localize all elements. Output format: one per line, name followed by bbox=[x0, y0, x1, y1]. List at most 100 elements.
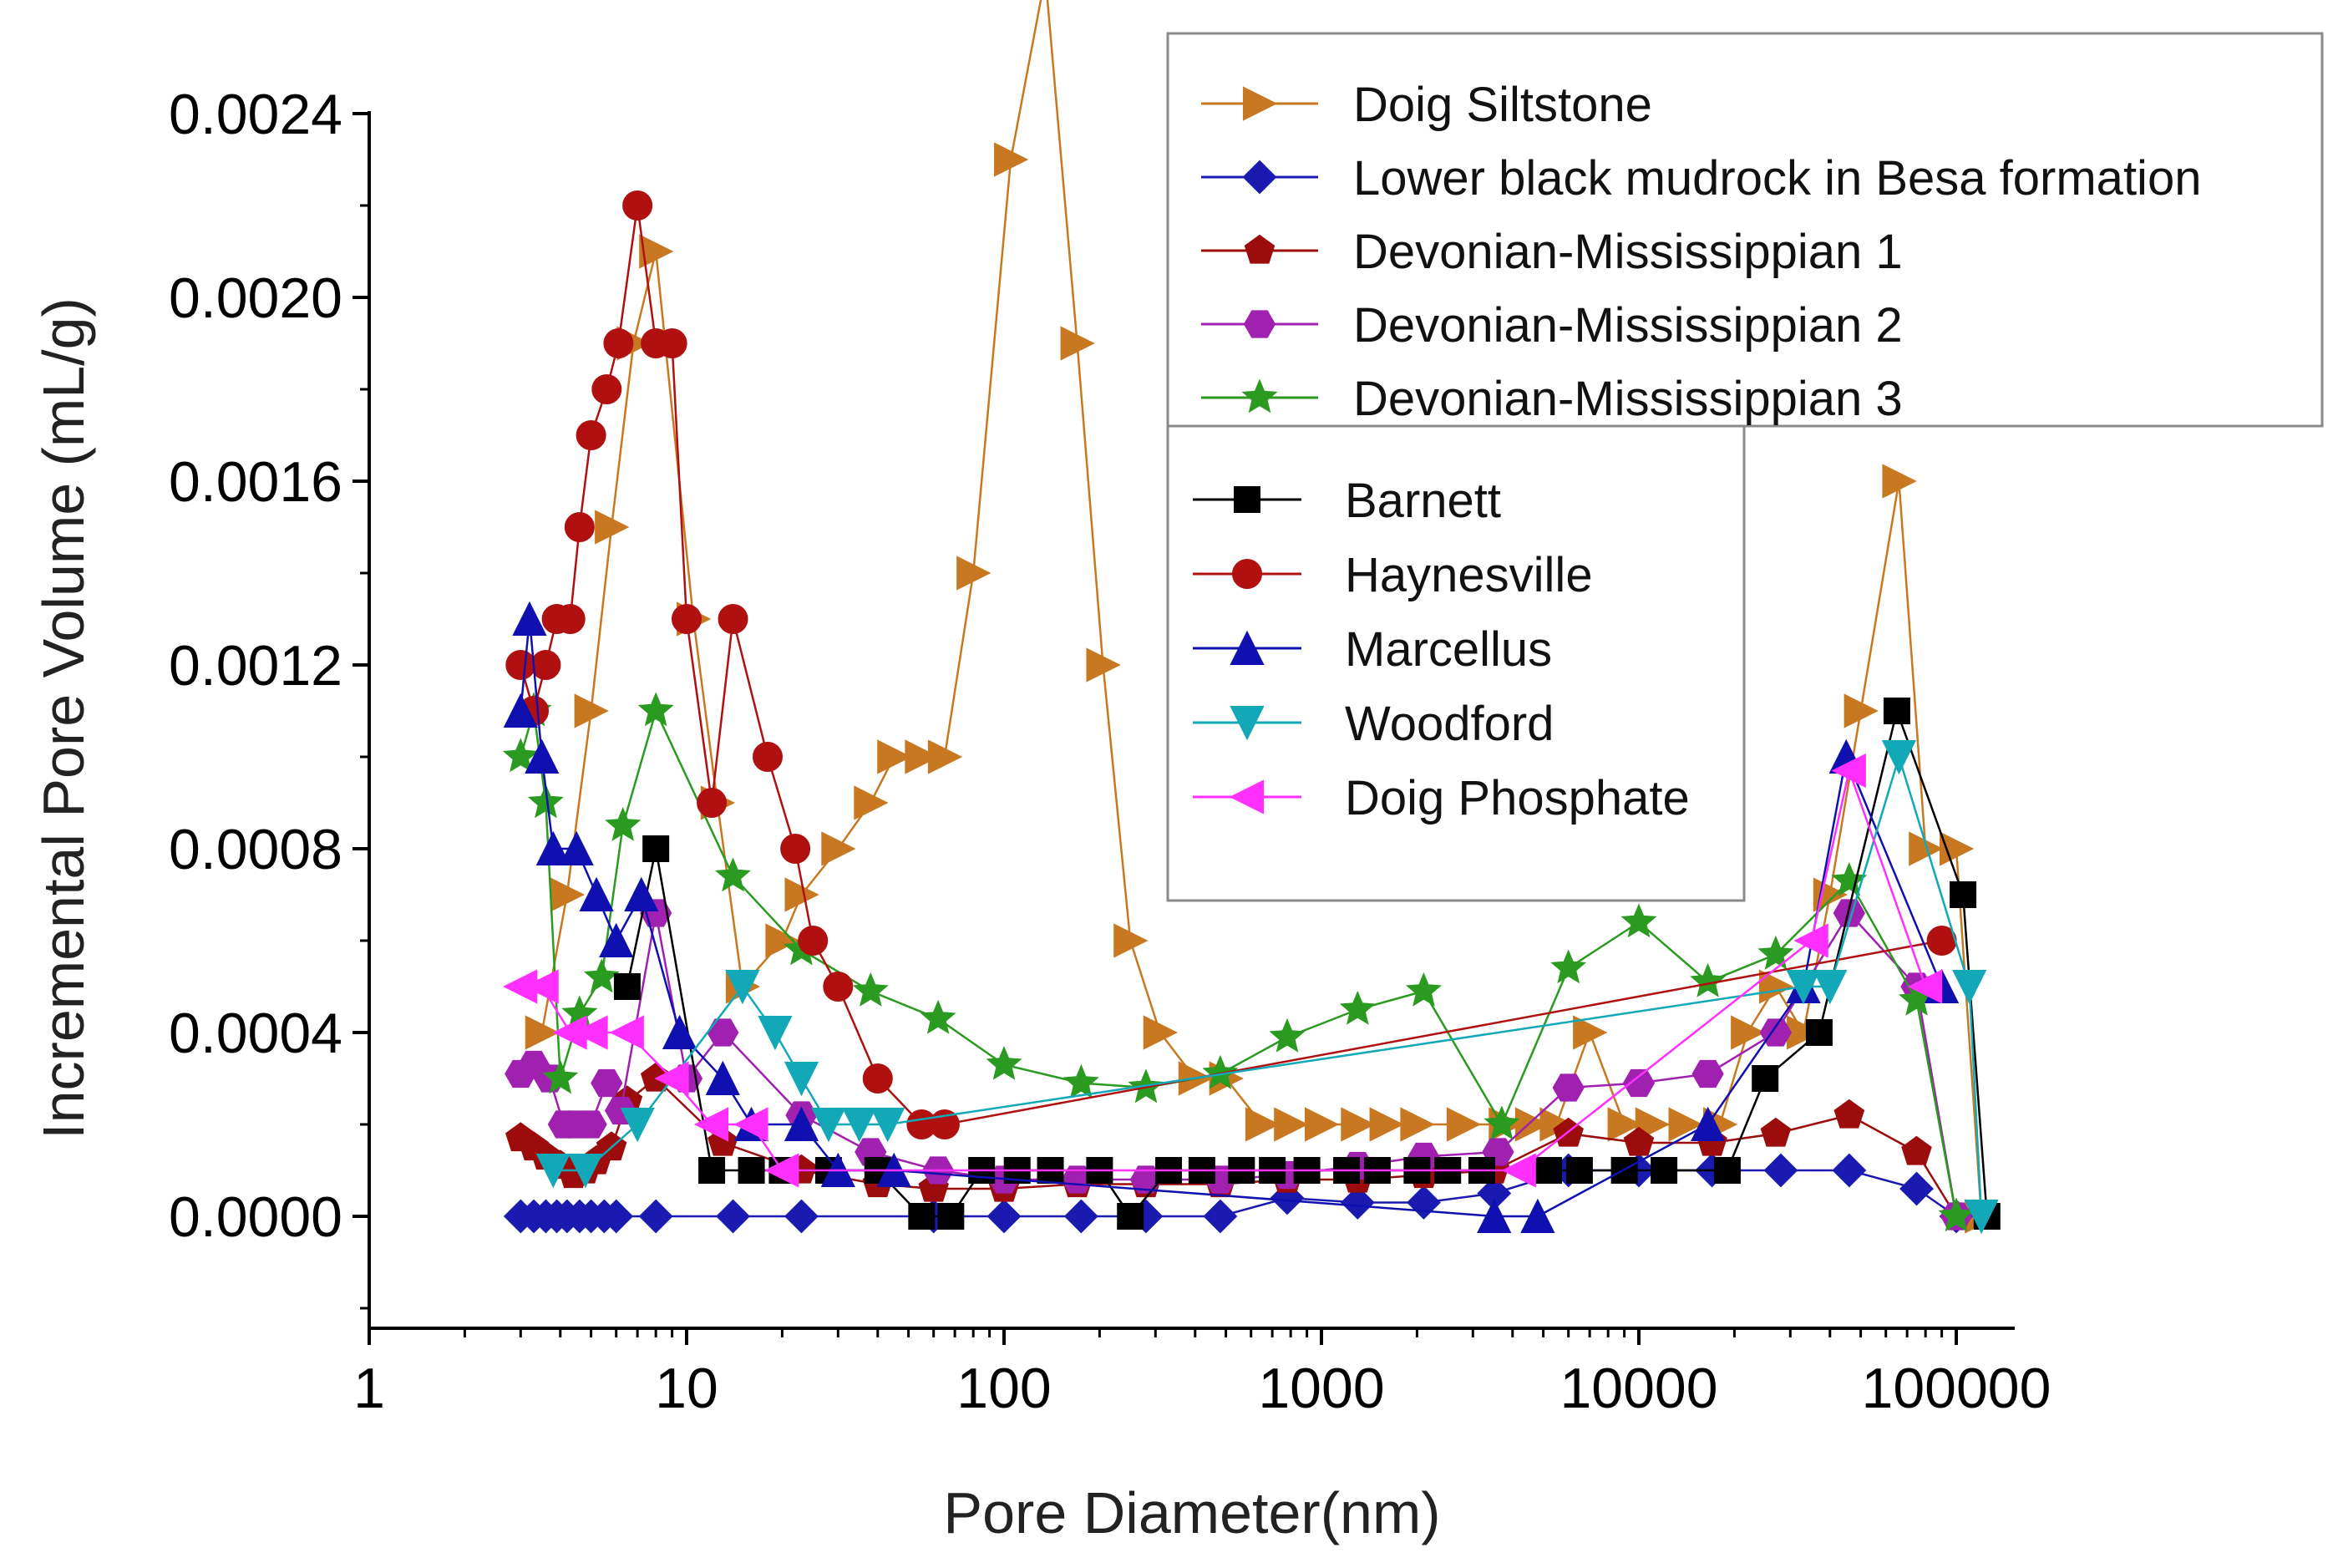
data-point-devonian-mississippian-3 bbox=[1690, 962, 1727, 997]
data-point-haynesville bbox=[564, 512, 595, 542]
data-point-doig-siltstone bbox=[927, 739, 963, 774]
x-tick-label: 1 bbox=[353, 1357, 385, 1420]
data-point-devonian-mississippian-2 bbox=[1622, 1068, 1656, 1098]
data-point-woodford bbox=[1786, 970, 1821, 1005]
legend-entry-devonian-mississippian-1: Devonian-Mississippian 1 bbox=[1201, 225, 1903, 279]
y-tick-label: 0.0024 bbox=[169, 83, 342, 146]
series-woodford bbox=[535, 740, 1999, 1235]
y-tick-label: 0.0004 bbox=[169, 1002, 342, 1065]
data-point-haynesville bbox=[823, 972, 854, 1002]
legend-marker-marcellus bbox=[1230, 630, 1265, 665]
data-point-barnett bbox=[738, 1157, 765, 1184]
data-point-haynesville bbox=[530, 650, 561, 680]
data-point-haynesville bbox=[603, 328, 634, 358]
data-point-marcellus bbox=[1477, 1198, 1512, 1233]
data-point-marcellus bbox=[512, 601, 547, 636]
legend-label-barnett: Barnett bbox=[1345, 474, 1501, 528]
y-ticks: 0.0000 0.0004 0.0008 0.0012 0.0016 0.0020 0.00… bbox=[169, 83, 369, 1310]
data-point-woodford bbox=[784, 1062, 819, 1097]
data-point-devonian-mississippian-1 bbox=[1833, 1099, 1865, 1129]
data-point-doig-phosphate bbox=[573, 1015, 608, 1050]
legend-label-doig-phosphate: Doig Phosphate bbox=[1345, 771, 1690, 825]
data-point-barnett bbox=[1117, 1203, 1144, 1230]
x-tick-label: 1000 bbox=[1258, 1357, 1384, 1420]
data-point-doig-siltstone bbox=[1400, 1107, 1435, 1142]
data-point-doig-siltstone bbox=[877, 739, 912, 774]
x-axis-title: Pore Diameter(nm) bbox=[943, 1480, 1440, 1545]
legend-marker-barnett bbox=[1234, 486, 1260, 513]
data-point-doig-phosphate bbox=[1907, 969, 1943, 1004]
data-point-barnett bbox=[1805, 1019, 1833, 1046]
data-point-haynesville bbox=[780, 834, 811, 864]
data-point-lower-black-mudrock-in-besa-formation bbox=[784, 1199, 819, 1234]
series-doig-phosphate bbox=[503, 753, 1943, 1188]
legend-marker-woodford bbox=[1230, 706, 1265, 741]
y-tick-label: 0.0020 bbox=[169, 266, 342, 330]
data-point-haynesville bbox=[657, 328, 687, 358]
data-point-doig-siltstone bbox=[905, 739, 940, 774]
data-point-woodford bbox=[842, 1108, 877, 1143]
data-point-devonian-mississippian-2 bbox=[1129, 1165, 1163, 1194]
data-point-devonian-mississippian-1 bbox=[1760, 1117, 1792, 1147]
data-point-lower-black-mudrock-in-besa-formation bbox=[1763, 1153, 1798, 1188]
data-point-haynesville bbox=[576, 420, 606, 450]
data-point-doig-siltstone bbox=[1844, 693, 1879, 728]
series-haynesville bbox=[505, 190, 1957, 1139]
data-point-devonian-mississippian-3 bbox=[527, 784, 564, 819]
data-point-haynesville bbox=[555, 604, 586, 634]
data-point-haynesville bbox=[718, 604, 748, 634]
legend-marker-doig-phosphate bbox=[1229, 779, 1264, 814]
y-tick-label: 0.0000 bbox=[169, 1185, 342, 1249]
legend-entry-haynesville: Haynesville bbox=[1193, 548, 1593, 602]
legend-entry-barnett: Barnett bbox=[1193, 474, 1501, 528]
legend-marker-haynesville bbox=[1232, 559, 1262, 589]
legend-entry-woodford: Woodford bbox=[1193, 697, 1554, 751]
data-point-devonian-mississippian-2 bbox=[575, 1110, 607, 1139]
data-point-doig-siltstone bbox=[1369, 1107, 1404, 1142]
data-point-devonian-mississippian-3 bbox=[637, 692, 674, 727]
data-point-doig-siltstone bbox=[574, 693, 609, 728]
legend-marker-doig-siltstone bbox=[1243, 86, 1278, 121]
data-point-devonian-mississippian-3 bbox=[1483, 1105, 1520, 1140]
legend-marker-lower-black-mudrock-in-besa-formation bbox=[1242, 160, 1277, 195]
legend-marker-devonian-mississippian-2 bbox=[1243, 310, 1276, 338]
data-point-doig-siltstone bbox=[956, 556, 991, 591]
data-point-haynesville bbox=[862, 1063, 893, 1094]
data-point-lower-black-mudrock-in-besa-formation bbox=[986, 1199, 1022, 1234]
data-point-doig-siltstone bbox=[1573, 1015, 1608, 1050]
data-point-doig-siltstone bbox=[595, 510, 630, 545]
data-point-doig-siltstone bbox=[1143, 1015, 1178, 1050]
data-point-doig-phosphate bbox=[1831, 753, 1866, 789]
legend-marker-devonian-mississippian-3 bbox=[1241, 378, 1278, 414]
x-tick-label: 10000 bbox=[1560, 1357, 1717, 1420]
data-point-lower-black-mudrock-in-besa-formation bbox=[1063, 1199, 1098, 1234]
data-point-woodford bbox=[811, 1108, 846, 1143]
legend-middle-box bbox=[1166, 424, 1746, 902]
data-point-marcellus bbox=[624, 876, 659, 911]
data-point-lower-black-mudrock-in-besa-formation bbox=[599, 1199, 634, 1234]
data-point-doig-phosphate bbox=[693, 1107, 729, 1142]
data-point-devonian-mississippian-2 bbox=[1691, 1059, 1724, 1088]
data-point-doig-siltstone bbox=[1113, 923, 1149, 958]
series-line-woodford bbox=[553, 753, 1983, 1217]
data-point-devonian-mississippian-3 bbox=[1405, 972, 1442, 1007]
data-point-haynesville bbox=[672, 604, 702, 634]
x-tick-label: 100000 bbox=[1862, 1357, 2051, 1420]
data-point-haynesville bbox=[591, 374, 622, 404]
data-point-devonian-mississippian-3 bbox=[542, 1059, 579, 1094]
data-point-devonian-mississippian-3 bbox=[502, 738, 539, 773]
legend-label-doig-siltstone: Doig Siltstone bbox=[1353, 78, 1652, 132]
data-point-barnett bbox=[937, 1203, 965, 1230]
data-point-marcellus bbox=[559, 830, 594, 865]
data-point-devonian-mississippian-3 bbox=[715, 857, 751, 892]
data-point-doig-siltstone bbox=[1305, 1107, 1340, 1142]
legend-label-lower-black-mudrock-in-besa-formation: Lower black mudrock in Besa formation bbox=[1353, 151, 2201, 206]
data-point-woodford bbox=[1813, 970, 1848, 1005]
data-point-doig-siltstone bbox=[1274, 1107, 1309, 1142]
legend-label-woodford: Woodford bbox=[1345, 697, 1554, 751]
data-point-doig-phosphate bbox=[609, 1015, 644, 1050]
plot-area bbox=[502, 0, 2001, 1235]
legend-middle: Barnett Haynesville Marcellus Woodford Doig … bbox=[1166, 424, 1746, 902]
data-point-barnett bbox=[1752, 1065, 1779, 1092]
data-point-devonian-mississippian-3 bbox=[920, 999, 956, 1034]
